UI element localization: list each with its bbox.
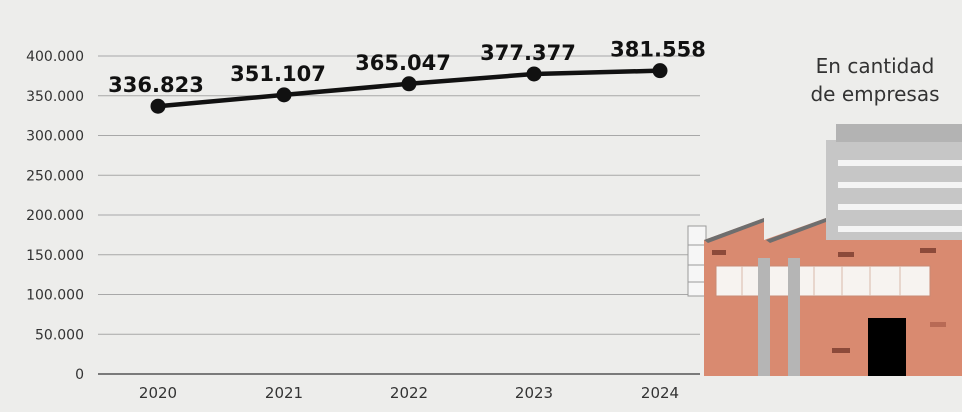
data-label: 381.558 bbox=[610, 38, 706, 62]
x-axis-tick-labels: 2020 2021 2022 2023 2024 bbox=[139, 384, 679, 402]
data-label: 351.107 bbox=[230, 62, 326, 86]
y-tick-label: 50.000 bbox=[35, 327, 84, 343]
unit-note-line-2: de empresas bbox=[810, 82, 940, 106]
y-tick-label: 200.000 bbox=[26, 208, 84, 224]
data-label: 336.823 bbox=[108, 73, 204, 97]
y-tick-label: 150.000 bbox=[26, 248, 84, 264]
x-tick-label: 2024 bbox=[641, 384, 679, 402]
y-tick-label: 350.000 bbox=[26, 89, 84, 105]
y-axis-tick-labels: 0 50.000 100.000 150.000 200.000 250.000 300.0… bbox=[26, 49, 84, 383]
x-tick-label: 2023 bbox=[515, 384, 553, 402]
chart-marks: 336.823 351.107 365.047 377.377 381.558 bbox=[108, 38, 706, 114]
data-point bbox=[401, 76, 417, 92]
x-tick-label: 2022 bbox=[390, 384, 428, 402]
y-tick-label: 300.000 bbox=[26, 129, 84, 145]
factory-illustration-icon bbox=[687, 124, 962, 376]
data-point bbox=[276, 87, 292, 103]
y-tick-label: 400.000 bbox=[26, 49, 84, 65]
data-point bbox=[526, 66, 542, 82]
x-tick-label: 2020 bbox=[139, 384, 177, 402]
data-point bbox=[150, 98, 166, 114]
y-tick-label: 250.000 bbox=[26, 168, 84, 184]
data-label: 365.047 bbox=[355, 51, 451, 75]
y-tick-label: 100.000 bbox=[26, 288, 84, 304]
y-tick-label: 0 bbox=[75, 367, 84, 383]
data-label: 377.377 bbox=[480, 41, 576, 65]
x-tick-label: 2021 bbox=[265, 384, 303, 402]
unit-note-line-1: En cantidad bbox=[815, 54, 935, 78]
data-point bbox=[652, 63, 668, 79]
unit-note: En cantidad de empresas bbox=[790, 52, 960, 108]
chart-gridlines bbox=[98, 55, 700, 375]
